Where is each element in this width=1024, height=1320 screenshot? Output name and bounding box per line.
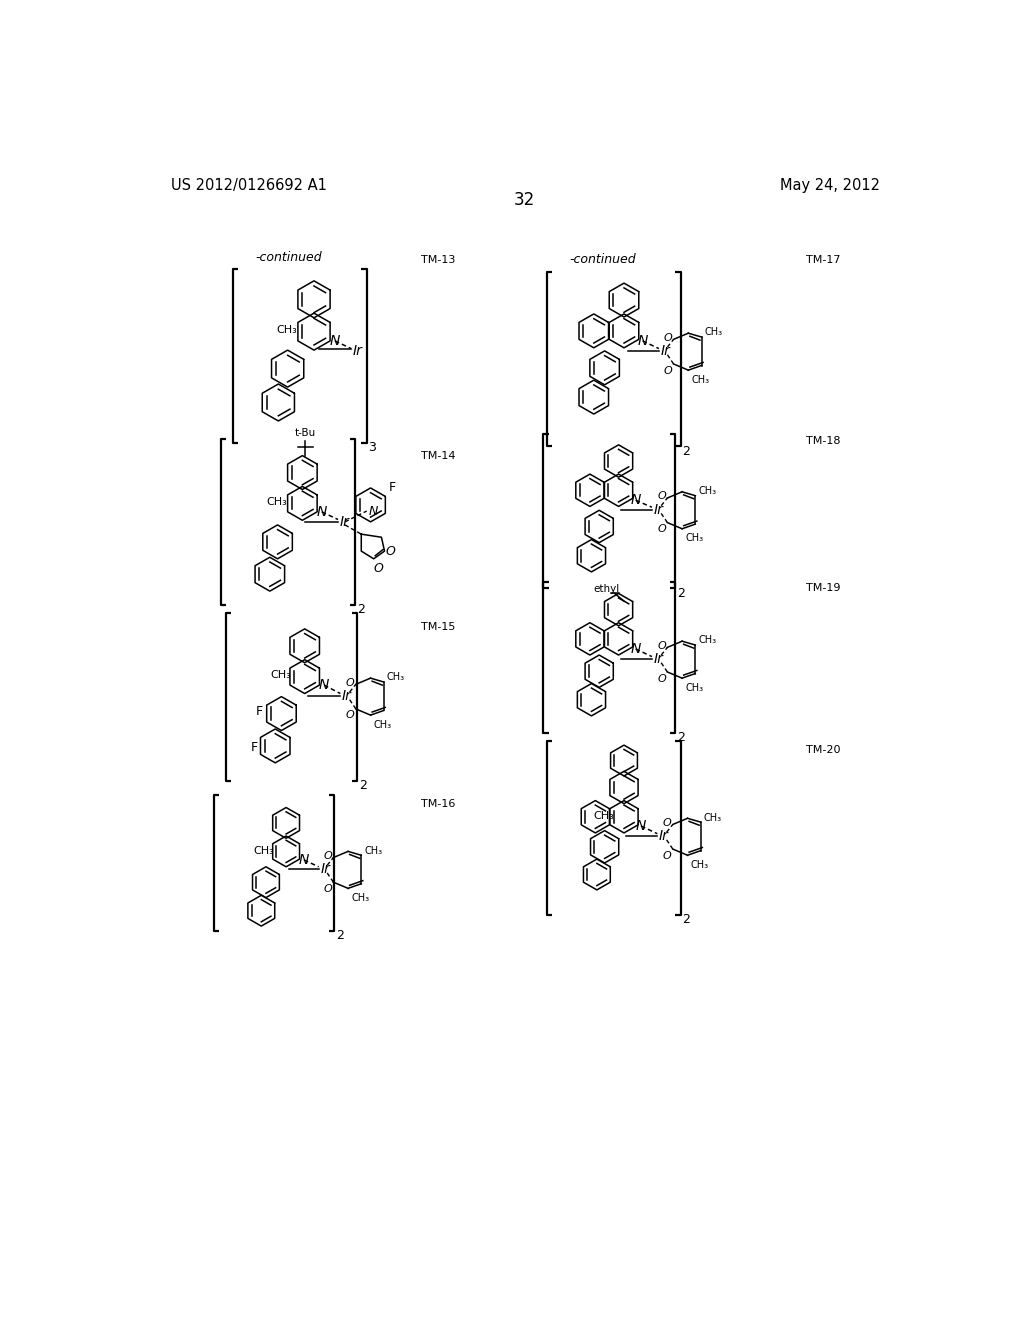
Text: 2: 2 — [336, 929, 344, 942]
Text: Ir: Ir — [653, 652, 664, 665]
Text: 32: 32 — [514, 191, 536, 209]
Text: CH₃: CH₃ — [593, 810, 614, 821]
Text: May 24, 2012: May 24, 2012 — [779, 178, 880, 193]
Text: N: N — [330, 334, 340, 348]
Text: US 2012/0126692 A1: US 2012/0126692 A1 — [171, 178, 327, 193]
Text: CH₃: CH₃ — [387, 672, 404, 682]
Text: 2: 2 — [677, 731, 685, 744]
Text: O: O — [663, 818, 672, 828]
Text: 2: 2 — [682, 445, 690, 458]
Text: O: O — [663, 850, 672, 861]
Text: ethyl: ethyl — [594, 585, 621, 594]
Text: -continued: -continued — [256, 251, 323, 264]
Text: O: O — [324, 884, 332, 894]
Text: O: O — [657, 673, 666, 684]
Text: N: N — [318, 678, 329, 692]
Text: 2: 2 — [356, 603, 365, 616]
Text: O: O — [657, 524, 666, 535]
Text: CH₃: CH₃ — [365, 846, 383, 855]
Text: CH₃: CH₃ — [703, 813, 722, 822]
Text: CH₃: CH₃ — [705, 327, 723, 338]
Text: CH₃: CH₃ — [685, 682, 703, 693]
Text: 2: 2 — [682, 913, 690, 927]
Text: F: F — [389, 482, 396, 495]
Text: Ir: Ir — [660, 345, 671, 358]
Text: CH₃: CH₃ — [253, 846, 273, 855]
Text: N: N — [630, 494, 641, 507]
Text: O: O — [664, 333, 672, 343]
Text: F: F — [251, 741, 258, 754]
Text: 2: 2 — [359, 779, 367, 792]
Text: CH₃: CH₃ — [374, 719, 392, 730]
Text: N: N — [316, 504, 327, 519]
Text: Ir: Ir — [342, 689, 352, 702]
Text: TM-20: TM-20 — [806, 744, 841, 755]
Text: CH₃: CH₃ — [266, 496, 287, 507]
Text: Ir: Ir — [352, 345, 362, 358]
Text: CH₃: CH₃ — [351, 892, 370, 903]
Text: O: O — [385, 545, 395, 557]
Text: O: O — [374, 562, 384, 576]
Text: Ir: Ir — [321, 862, 330, 876]
Text: Ir: Ir — [658, 829, 669, 843]
Text: O: O — [657, 491, 666, 502]
Text: N: N — [369, 504, 378, 517]
Text: O: O — [345, 677, 354, 688]
Text: TM-14: TM-14 — [421, 451, 456, 461]
Text: O: O — [345, 710, 354, 721]
Text: N: N — [637, 334, 647, 348]
Text: TM-16: TM-16 — [421, 799, 456, 809]
Text: TM-15: TM-15 — [421, 622, 456, 632]
Text: CH₃: CH₃ — [276, 325, 297, 335]
Text: Ir: Ir — [340, 515, 349, 529]
Text: TM-17: TM-17 — [806, 255, 841, 264]
Text: CH₃: CH₃ — [698, 486, 717, 496]
Text: t-Bu: t-Bu — [295, 428, 316, 438]
Text: CH₃: CH₃ — [270, 671, 291, 680]
Text: N: N — [636, 818, 646, 833]
Text: CH₃: CH₃ — [691, 375, 710, 384]
Text: 2: 2 — [677, 586, 685, 599]
Text: TM-19: TM-19 — [806, 583, 841, 594]
Text: O: O — [324, 851, 332, 861]
Text: 3: 3 — [369, 441, 376, 454]
Text: -continued: -continued — [569, 253, 636, 267]
Text: F: F — [256, 705, 263, 718]
Text: CH₃: CH₃ — [698, 635, 717, 645]
Text: O: O — [664, 366, 672, 375]
Text: TM-18: TM-18 — [806, 436, 841, 446]
Text: CH₃: CH₃ — [690, 859, 709, 870]
Text: N: N — [630, 642, 641, 656]
Text: O: O — [657, 640, 666, 651]
Text: N: N — [299, 853, 309, 867]
Text: CH₃: CH₃ — [685, 533, 703, 544]
Text: Ir: Ir — [653, 503, 664, 516]
Text: TM-13: TM-13 — [421, 255, 456, 264]
